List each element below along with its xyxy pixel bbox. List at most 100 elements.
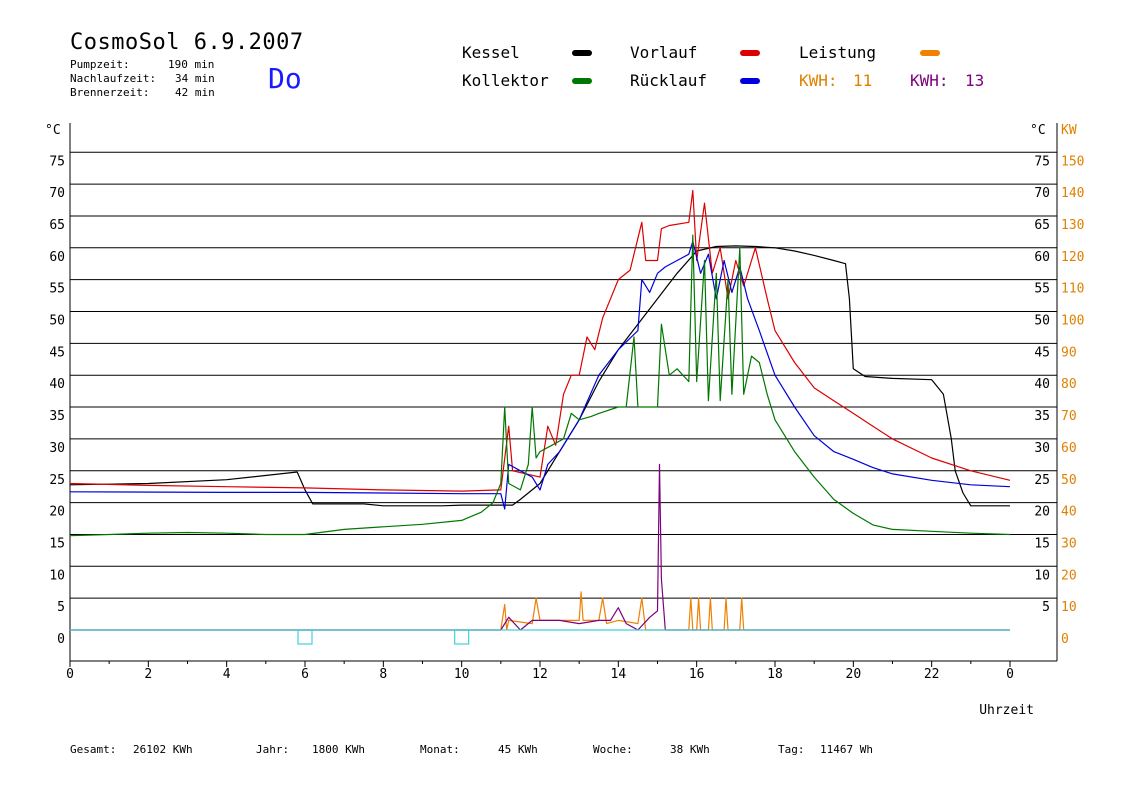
footer-tag-label: Tag: bbox=[778, 743, 805, 756]
y-tick-right-temp-10: 10 bbox=[1034, 568, 1050, 583]
stat-nachlaufzeit-value: 34 min bbox=[175, 72, 215, 85]
y-tick-right-temp-70: 70 bbox=[1034, 186, 1050, 201]
x-tick-label-12: 0 bbox=[1006, 667, 1014, 682]
footer-jahr-value: 1800 KWh bbox=[312, 743, 365, 756]
y-tick-right-kw-90: 90 bbox=[1061, 345, 1077, 360]
legend-kessel-swatch bbox=[572, 50, 592, 56]
status-marker-1 bbox=[454, 629, 470, 645]
series-line-1 bbox=[69, 189, 1011, 492]
y-tick-left-75: 75 bbox=[49, 154, 65, 169]
y-tick-right-kw-10: 10 bbox=[1061, 600, 1077, 615]
y-tick-right-temp-35: 35 bbox=[1034, 409, 1050, 424]
y-axis-label-left: °C bbox=[45, 123, 61, 138]
y-tick-left-20: 20 bbox=[49, 505, 65, 520]
legend-ruecklauf-label: Rücklauf bbox=[630, 71, 708, 90]
y-tick-right-kw-0: 0 bbox=[1061, 632, 1069, 647]
status-marker-0 bbox=[297, 629, 313, 645]
footer-monat-label: Monat: bbox=[420, 743, 460, 756]
y-tick-left-55: 55 bbox=[49, 282, 65, 297]
y-tick-left-45: 45 bbox=[49, 345, 65, 360]
x-tick-label-3: 6 bbox=[301, 667, 309, 682]
stat-pumpzeit-label: Pumpzeit: bbox=[70, 58, 130, 71]
y-tick-right-temp-15: 15 bbox=[1034, 536, 1050, 551]
y-tick-right-temp-30: 30 bbox=[1034, 441, 1050, 456]
legend-vorlauf-label: Vorlauf bbox=[630, 43, 698, 62]
y-tick-left-30: 30 bbox=[49, 441, 65, 456]
x-tick-label-0: 0 bbox=[66, 667, 74, 682]
kwh2-label: KWH: bbox=[910, 71, 949, 90]
footer-woche-label: Woche: bbox=[593, 743, 633, 756]
kwh1-label: KWH: bbox=[799, 71, 838, 90]
x-tick-label-8: 16 bbox=[689, 667, 705, 682]
y-tick-right-kw-40: 40 bbox=[1061, 505, 1077, 520]
y-tick-right-kw-20: 20 bbox=[1061, 568, 1077, 583]
weekday-label: Do bbox=[268, 62, 302, 95]
y-tick-left-40: 40 bbox=[49, 377, 65, 392]
y-tick-right-temp-25: 25 bbox=[1034, 473, 1050, 488]
legend-leistung-swatch bbox=[920, 50, 940, 56]
y-axis-label-right-kw: KW bbox=[1061, 123, 1077, 138]
y-tick-right-temp-40: 40 bbox=[1034, 377, 1050, 392]
legend-kollektor-swatch bbox=[572, 78, 592, 84]
kwh1-value: 11 bbox=[853, 71, 873, 90]
x-tick-label-5: 10 bbox=[454, 667, 470, 682]
legend-kollektor-label: Kollektor bbox=[462, 71, 549, 90]
x-tick-label-11: 22 bbox=[924, 667, 940, 682]
chart-title: CosmoSol 6.9.2007 bbox=[70, 30, 304, 55]
y-tick-right-temp-65: 65 bbox=[1034, 218, 1050, 233]
y-axis-label-right-temp: °C bbox=[1030, 123, 1046, 138]
y-tick-right-temp-75: 75 bbox=[1034, 154, 1050, 169]
y-tick-right-temp-55: 55 bbox=[1034, 282, 1050, 297]
stat-brennerzeit-label: Brennerzeit: bbox=[70, 86, 150, 99]
stat-nachlaufzeit-label: Nachlaufzeit: bbox=[70, 72, 157, 85]
footer-gesamt-value: 26102 KWh bbox=[133, 743, 193, 756]
y-tick-right-kw-110: 110 bbox=[1061, 282, 1084, 297]
y-tick-right-kw-150: 150 bbox=[1061, 154, 1084, 169]
legend-kessel-label: Kessel bbox=[462, 43, 520, 62]
y-tick-right-kw-50: 50 bbox=[1061, 473, 1077, 488]
y-tick-left-50: 50 bbox=[49, 314, 65, 329]
legend-ruecklauf-swatch bbox=[740, 78, 760, 84]
series-line-3 bbox=[69, 234, 1011, 537]
y-tick-right-kw-120: 120 bbox=[1061, 250, 1084, 265]
y-tick-right-kw-80: 80 bbox=[1061, 377, 1077, 392]
y-tick-right-temp-60: 60 bbox=[1034, 250, 1050, 265]
footer-jahr-label: Jahr: bbox=[256, 743, 290, 756]
y-tick-right-kw-70: 70 bbox=[1061, 409, 1077, 424]
y-tick-right-temp-20: 20 bbox=[1034, 505, 1050, 520]
series-line-0 bbox=[69, 245, 1010, 507]
y-tick-right-temp-5: 5 bbox=[1042, 600, 1050, 615]
y-tick-left-35: 35 bbox=[49, 409, 65, 424]
y-tick-right-temp-50: 50 bbox=[1034, 314, 1050, 329]
y-tick-right-kw-140: 140 bbox=[1061, 186, 1084, 201]
y-tick-right-kw-30: 30 bbox=[1061, 536, 1077, 551]
kwh2-value: 13 bbox=[965, 71, 985, 90]
y-tick-right-kw-100: 100 bbox=[1061, 314, 1084, 329]
x-tick-label-4: 8 bbox=[379, 667, 387, 682]
x-tick-label-7: 14 bbox=[611, 667, 627, 682]
footer-woche-value: 38 KWh bbox=[670, 743, 710, 756]
y-tick-right-temp-45: 45 bbox=[1034, 345, 1050, 360]
x-tick-label-9: 18 bbox=[767, 667, 783, 682]
y-tick-left-70: 70 bbox=[49, 186, 65, 201]
legend-vorlauf-swatch bbox=[740, 50, 760, 56]
x-tick-label-1: 2 bbox=[144, 667, 152, 682]
footer-monat-value: 45 KWh bbox=[498, 743, 538, 756]
legend-leistung-label: Leistung bbox=[799, 43, 877, 62]
series-line-4 bbox=[70, 591, 1010, 631]
stat-pumpzeit-value: 190 min bbox=[168, 58, 215, 71]
x-tick-label-2: 4 bbox=[223, 667, 231, 682]
series-line-5 bbox=[70, 463, 1010, 631]
x-tick-label-6: 12 bbox=[532, 667, 548, 682]
y-tick-left-10: 10 bbox=[49, 568, 65, 583]
y-tick-left-25: 25 bbox=[49, 473, 65, 488]
y-tick-left-5: 5 bbox=[57, 600, 65, 615]
y-tick-left-60: 60 bbox=[49, 250, 65, 265]
y-tick-left-15: 15 bbox=[49, 536, 65, 551]
footer-gesamt-label: Gesamt: bbox=[70, 743, 117, 756]
stat-brennerzeit-value: 42 min bbox=[175, 86, 215, 99]
y-tick-right-kw-130: 130 bbox=[1061, 218, 1084, 233]
footer-tag-value: 11467 Wh bbox=[820, 743, 873, 756]
x-tick-label-10: 20 bbox=[846, 667, 862, 682]
